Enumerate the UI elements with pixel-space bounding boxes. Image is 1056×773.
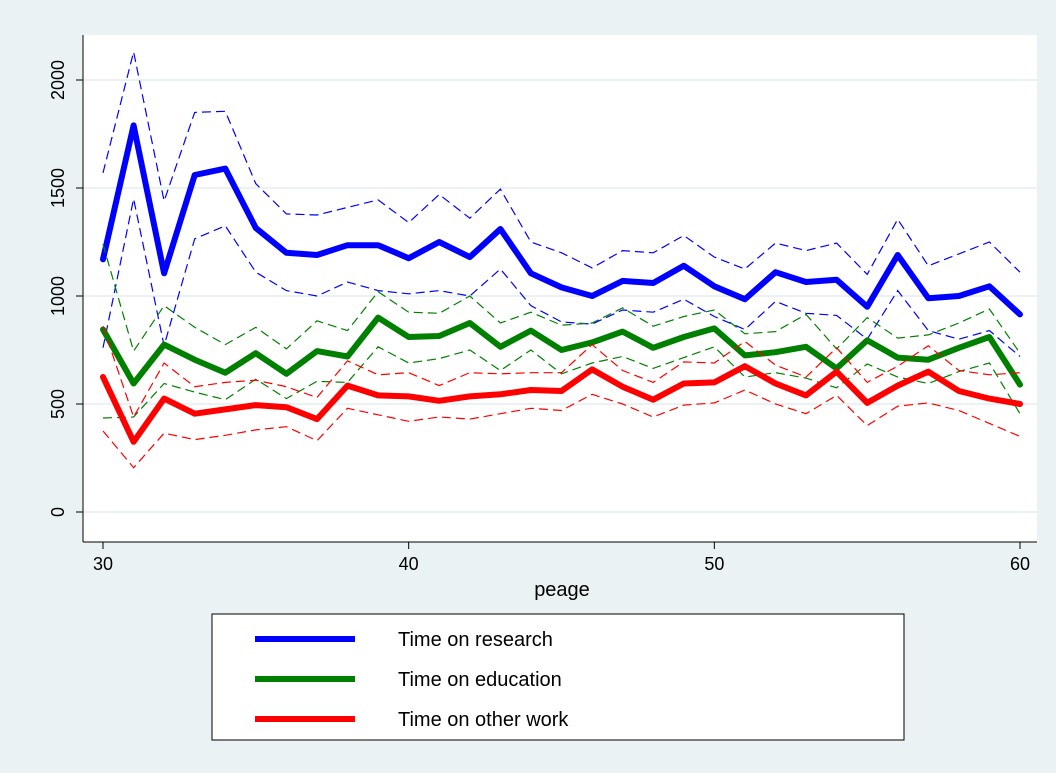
y-tick-label: 500 bbox=[48, 389, 68, 419]
series-0-line bbox=[100, 122, 1023, 318]
x-tick-label: 50 bbox=[704, 554, 724, 574]
x-tick-label: 60 bbox=[1010, 554, 1030, 574]
legend-label: Time on other work bbox=[398, 709, 569, 731]
series-2-ci-lower bbox=[102, 389, 1021, 469]
series-group bbox=[100, 326, 1023, 469]
series-0-ci-upper bbox=[102, 51, 1021, 276]
x-axis-title: peage bbox=[534, 579, 590, 601]
legend-label: Time on research bbox=[398, 629, 553, 651]
x-axis-ticks: 30 40 50 60 bbox=[93, 542, 1030, 574]
x-tick-label: 30 bbox=[93, 554, 113, 574]
series-layer bbox=[100, 51, 1023, 469]
y-tick-label: 1500 bbox=[48, 168, 68, 208]
series-group bbox=[100, 244, 1023, 419]
legend: Time on research Time on education Time on… bbox=[211, 613, 905, 741]
series-2-ci-upper bbox=[102, 326, 1021, 419]
y-tick-label: 0 bbox=[48, 507, 68, 517]
legend-label: Time on education bbox=[398, 669, 562, 691]
series-1-ci-lower bbox=[102, 346, 1021, 419]
y-tick-label: 2000 bbox=[48, 60, 68, 100]
y-tick-label: 1000 bbox=[48, 276, 68, 316]
series-1-ci-upper bbox=[102, 244, 1021, 354]
series-2-line bbox=[100, 363, 1023, 445]
x-tick-label: 40 bbox=[399, 554, 419, 574]
y-axis-ticks: 0 500 1000 1500 2000 bbox=[48, 60, 83, 517]
series-1-line bbox=[100, 314, 1023, 388]
grid-lines bbox=[83, 79, 1037, 513]
legend-items: Time on research Time on education Time on… bbox=[255, 629, 569, 731]
